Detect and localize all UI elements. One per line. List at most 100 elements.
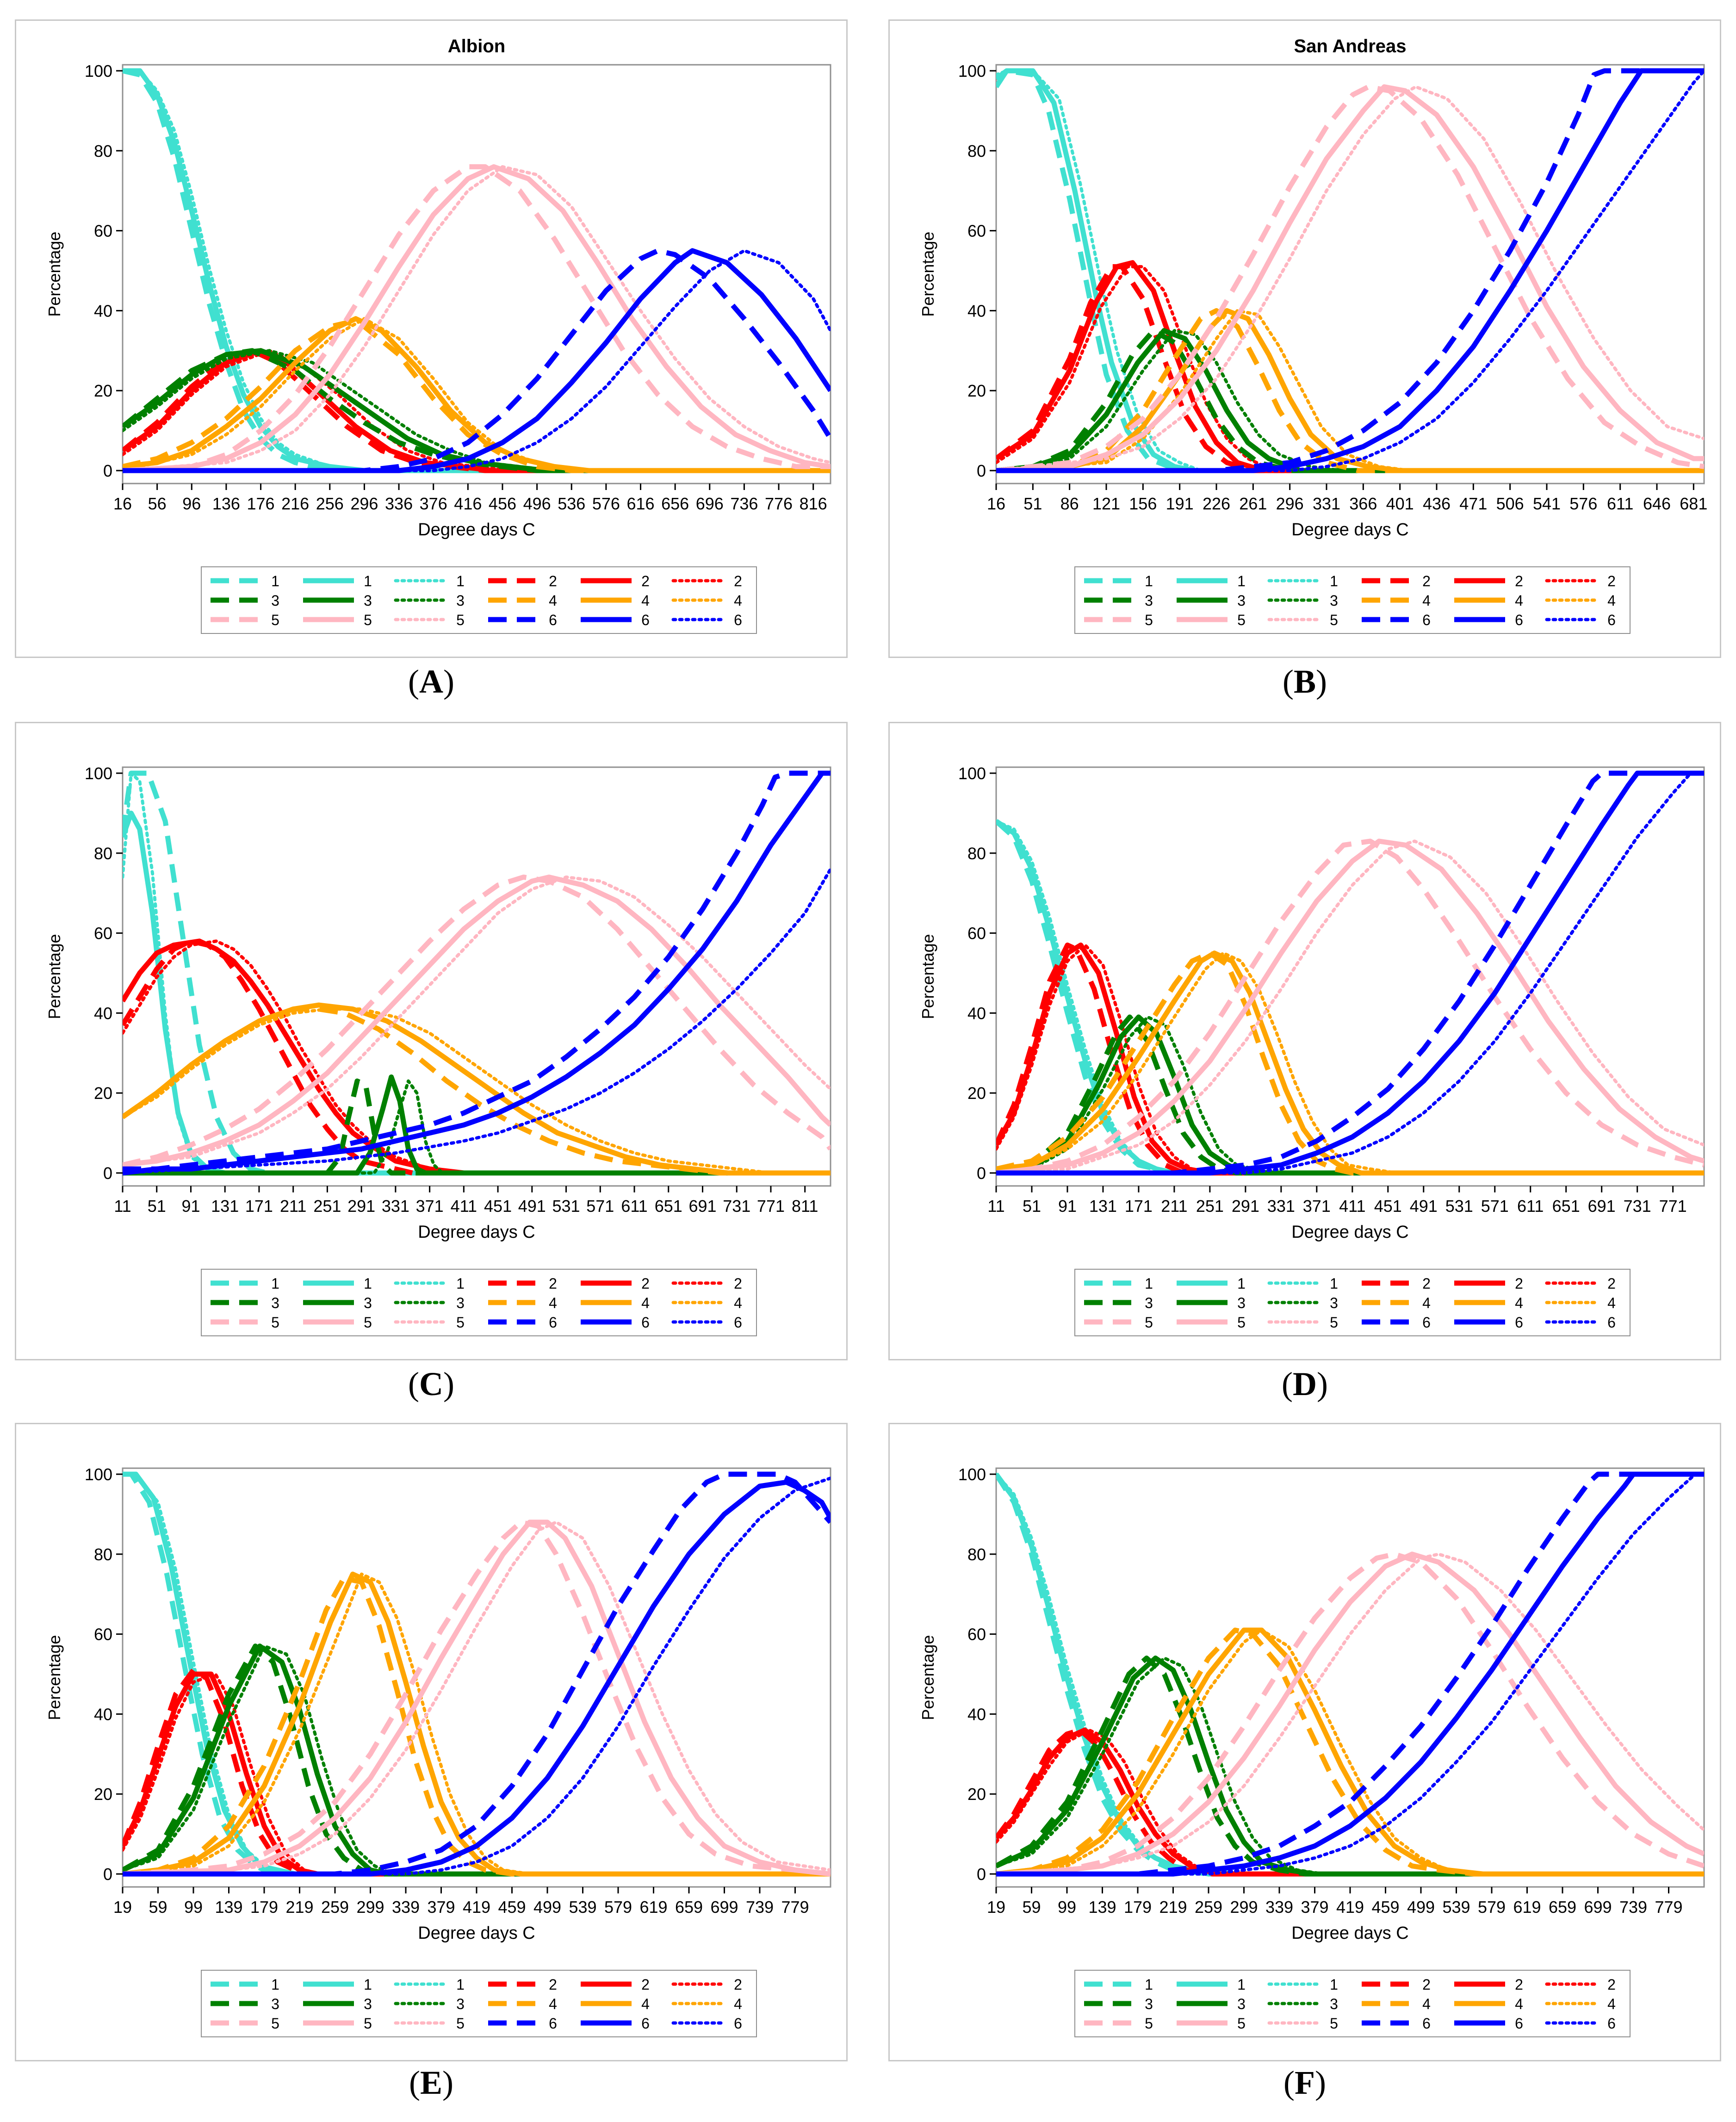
x-tick-label: 156: [1129, 494, 1157, 513]
x-tick-label: 299: [356, 1898, 384, 1917]
x-tick-label: 659: [1549, 1898, 1576, 1917]
legend-label: 4: [1422, 1295, 1431, 1311]
y-tick-label: 0: [103, 1164, 112, 1183]
legend-label: 5: [364, 612, 372, 628]
x-tick-label: 611: [1607, 494, 1633, 513]
series-line-stage-5-solid: [996, 838, 1704, 1176]
x-tick-label: 411: [451, 1197, 477, 1216]
x-axis-label: Degree days C: [418, 520, 535, 540]
x-tick-label: 121: [1092, 494, 1120, 513]
series-line-stage-6-dotted: [996, 1472, 1704, 1876]
y-tick-label: 100: [85, 764, 112, 783]
legend-box: [201, 1970, 757, 2037]
x-tick-label: 779: [781, 1898, 809, 1917]
x-tick-label: 699: [1584, 1898, 1612, 1917]
x-tick-label: 291: [347, 1197, 375, 1216]
legend-box: [1074, 1970, 1631, 2037]
plot-frame: [122, 766, 831, 1187]
x-tick-label: 471: [1459, 494, 1487, 513]
series-line-stage-6-solid: [123, 248, 831, 473]
x-tick-label: 411: [1339, 1197, 1365, 1216]
x-tick-label: 371: [1303, 1197, 1331, 1216]
x-tick-label: 86: [1060, 494, 1079, 513]
x-tick-label: 19: [987, 1898, 1005, 1917]
panel-b: San Andreas 0 20 40 60 80 100 16 51 86 121 156 191 22…: [888, 19, 1721, 658]
x-tick-label: 331: [1313, 494, 1340, 513]
x-tick-label: 491: [518, 1197, 546, 1216]
x-tick-label: 739: [1619, 1898, 1647, 1917]
legend-label: 1: [1330, 573, 1338, 589]
series-line-stage-2-solid: [996, 260, 1704, 473]
y-tick-label: 100: [85, 62, 112, 81]
y-tick-label: 40: [94, 1705, 112, 1724]
panel-a: Albion 0 20 40 60 80 100 16 56 96 136 176 216 256 296 3…: [15, 19, 848, 658]
y-tick-label: 100: [85, 1465, 112, 1484]
legend-label: 6: [549, 1314, 557, 1331]
legend-label: 1: [364, 573, 372, 589]
series-line-stage-1-dashed: [123, 770, 831, 1176]
x-tick-label: 619: [639, 1898, 667, 1917]
y-tick-label: 40: [967, 301, 986, 320]
series-line-stage-6-dotted: [123, 249, 831, 472]
y-axis-label: Percentage: [918, 934, 937, 1019]
x-tick-label: 211: [1161, 1197, 1187, 1216]
x-tick-label: 656: [661, 494, 689, 513]
series-line-stage-2-dotted: [123, 1672, 831, 1876]
y-tick-label: 80: [94, 1545, 112, 1564]
y-tick-label: 0: [977, 461, 986, 480]
x-axis-label: Degree days C: [418, 1923, 535, 1943]
x-tick-label: 296: [350, 494, 378, 513]
series-line-stage-4-dashed: [996, 308, 1704, 473]
legend-label: 5: [456, 612, 465, 628]
x-tick-label: 256: [316, 494, 344, 513]
x-tick-label: 436: [1423, 494, 1451, 513]
series-line-stage-4-dashed: [996, 1627, 1704, 1877]
x-tick-label: 219: [285, 1898, 313, 1917]
series-line-stage-4-dashed: [123, 1006, 831, 1176]
legend-label: 1: [1237, 1275, 1246, 1292]
series-line-stage-3-dotted: [123, 1079, 831, 1175]
panel-e: 0 20 40 60 80 100 19 59 99 139 179 219 259 299 339 379 4…: [15, 1423, 848, 2061]
y-axis-label: Percentage: [45, 231, 64, 316]
x-tick-label: 576: [592, 494, 620, 513]
legend-box: [201, 1269, 757, 1336]
x-tick-label: 611: [1517, 1197, 1544, 1216]
y-tick-label: 20: [967, 381, 986, 400]
x-tick-label: 96: [182, 494, 201, 513]
y-tick-label: 40: [967, 1004, 986, 1023]
x-tick-label: 11: [114, 1197, 131, 1216]
panel-label-b: (B): [1283, 663, 1327, 700]
x-tick-label: 51: [1023, 494, 1042, 513]
series-line-stage-2-solid: [996, 1727, 1704, 1877]
x-tick-label: 651: [655, 1197, 682, 1216]
x-tick-label: 571: [1481, 1197, 1509, 1216]
series-line-stage-5-dashed: [996, 838, 1704, 1176]
x-tick-label: 56: [148, 494, 167, 513]
y-axis-label: Percentage: [45, 1635, 64, 1720]
series-line-stage-1-dashed: [996, 819, 1704, 1176]
legend-label: 5: [1237, 1314, 1246, 1331]
y-tick-label: 40: [94, 1004, 112, 1023]
y-tick-label: 80: [94, 142, 112, 161]
x-tick-label: 576: [1569, 494, 1597, 513]
legend-label: 2: [1607, 1976, 1616, 1993]
x-tick-label: 376: [420, 494, 447, 513]
legend-label: 1: [456, 573, 465, 589]
legend-label: 3: [364, 1295, 372, 1311]
x-tick-label: 619: [1513, 1898, 1541, 1917]
x-tick-label: 371: [416, 1197, 444, 1216]
legend-label: 3: [364, 592, 372, 609]
series-line-stage-3-solid: [996, 1014, 1704, 1176]
series-line-stage-4-dotted: [996, 1628, 1704, 1876]
series-line-stage-6-dashed: [996, 68, 1704, 473]
series-line-stage-2-dotted: [996, 265, 1704, 472]
x-tick-label: 91: [1058, 1197, 1077, 1216]
legend-label: 1: [364, 1976, 372, 1993]
legend-label: 6: [1515, 2015, 1523, 2032]
series-line-stage-4-dotted: [996, 951, 1704, 1175]
x-tick-label: 379: [1301, 1898, 1328, 1917]
x-tick-label: 451: [484, 1197, 512, 1216]
series-line-stage-6-solid: [123, 770, 831, 1176]
x-tick-label: 259: [321, 1898, 349, 1917]
legend-label: 4: [641, 1295, 650, 1311]
